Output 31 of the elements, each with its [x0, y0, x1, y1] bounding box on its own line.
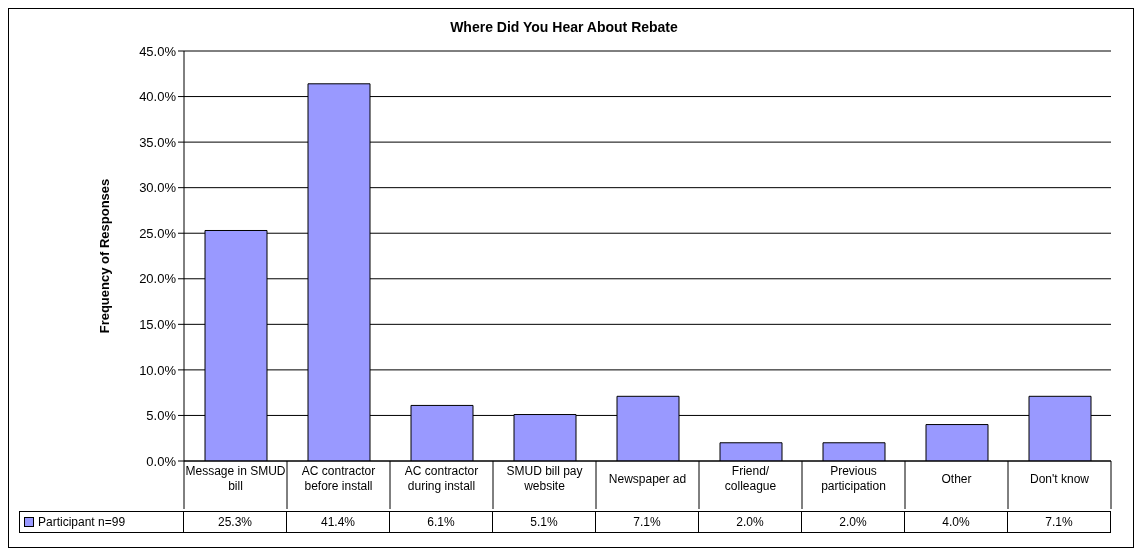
x-tick-label: AC contractor before install — [301, 464, 376, 493]
y-tick-label: 40.0% — [139, 89, 177, 105]
text: 41.4% — [320, 515, 356, 529]
x-tick-label: Other — [941, 472, 972, 486]
y-tick-label: 0.0% — [146, 453, 177, 469]
y-tick-label: 35.0% — [139, 134, 177, 150]
text: 2.0% — [736, 515, 764, 529]
x-tick-label: Newspaper ad — [608, 472, 687, 486]
legend-label: Participant n=99 — [38, 515, 126, 529]
text: 7.1% — [1045, 515, 1073, 529]
x-tick-label: Message in SMUD bill — [185, 464, 286, 493]
y-tick-label: 15.0% — [139, 316, 177, 332]
text: 25.3% — [217, 515, 253, 529]
text: 4.0% — [942, 515, 970, 529]
x-tick-label: Friend/ colleague — [724, 464, 777, 493]
y-tick-label: 45.0% — [139, 43, 177, 59]
y-tick-label: 25.0% — [139, 225, 177, 241]
y-tick-label: 5.0% — [146, 408, 177, 424]
x-tick-label: AC contractor during install — [404, 464, 479, 493]
y-tick-label: 20.0% — [139, 271, 177, 287]
text: 6.1% — [427, 515, 455, 529]
x-tick-label: Don't know — [1030, 472, 1090, 486]
y-axis-title: Frequency of Responses — [96, 178, 112, 334]
text: 7.1% — [633, 515, 661, 529]
chart-title: Where Did You Hear About Rebate — [449, 19, 679, 35]
text: 5.1% — [530, 515, 558, 529]
x-tick-label: Previous participation — [821, 464, 886, 493]
y-tick-label: 10.0% — [139, 362, 177, 378]
x-tick-label: SMUD bill pay website — [506, 464, 583, 493]
y-tick-label: 30.0% — [139, 180, 177, 196]
text: 2.0% — [839, 515, 867, 529]
